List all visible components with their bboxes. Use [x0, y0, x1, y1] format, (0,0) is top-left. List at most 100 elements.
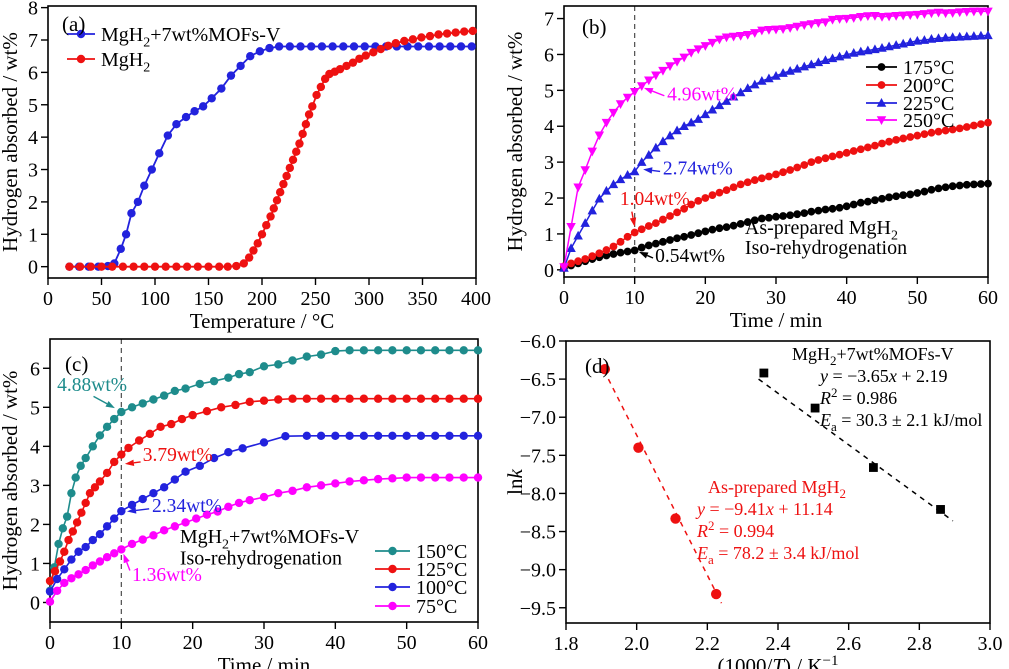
- x-tick-label: 2.0: [624, 633, 649, 655]
- tri-down-marker: [672, 57, 682, 67]
- tri-down-marker: [827, 15, 838, 25]
- tri-down-marker: [566, 222, 576, 232]
- circle-marker: [599, 364, 611, 375]
- circle-marker: [239, 259, 249, 268]
- circle-marker: [190, 107, 199, 116]
- tri-down-marker: [954, 8, 965, 18]
- circle-marker: [434, 30, 443, 39]
- circle-marker: [729, 183, 738, 192]
- circle-marker: [316, 481, 326, 490]
- annotation: 1.36wt%: [123, 553, 202, 586]
- tri-up-marker: [601, 185, 612, 195]
- circle-marker: [659, 237, 667, 246]
- tri-up-marker: [594, 193, 605, 203]
- tri-up-marker: [615, 174, 626, 184]
- tri-down-marker: [750, 29, 760, 38]
- circle-marker: [58, 524, 68, 533]
- circle-marker: [67, 555, 76, 564]
- circle-marker: [687, 200, 696, 209]
- circle-marker: [473, 473, 483, 482]
- panel-label: (a): [62, 12, 85, 36]
- circle-marker: [259, 438, 269, 447]
- series-1: [65, 26, 477, 271]
- circle-marker: [977, 180, 985, 188]
- circle-marker: [149, 531, 158, 540]
- y-axis-title: Hydrogen absorbed / wt%: [0, 371, 22, 591]
- annotation-text: Ea = 30.3 ± 2.1 kJ/mol: [819, 410, 982, 434]
- x-tick-label: 0: [43, 288, 53, 310]
- circle-marker: [431, 473, 440, 482]
- circle-marker: [473, 346, 483, 355]
- x-tick-label: 50: [397, 632, 417, 654]
- series-0: [599, 364, 722, 600]
- panel-d-chart: 1.8 2.0 2.2 2.4 2.6 2.8 3.0 −6.0 −6.5 −7.0 −7.5 −8.…: [505, 335, 1003, 669]
- x-axis-title: Time / min: [730, 308, 823, 332]
- circle-marker: [416, 473, 426, 482]
- circle-marker: [282, 171, 291, 181]
- y-tick-label: 6: [544, 44, 554, 66]
- circle-marker: [102, 522, 112, 531]
- circle-marker: [74, 570, 83, 579]
- circle-marker: [934, 127, 943, 136]
- circle-marker: [224, 373, 233, 382]
- circle-marker: [630, 228, 639, 237]
- tri-up-marker: [665, 130, 675, 140]
- fit-line: [607, 378, 723, 604]
- y-tick-label: −6.5: [520, 369, 556, 391]
- circle-marker: [835, 203, 844, 212]
- circle-marker: [473, 431, 483, 441]
- circle-marker: [984, 179, 992, 188]
- circle-marker: [969, 180, 978, 189]
- circle-marker: [856, 198, 865, 207]
- tri-up-marker: [636, 157, 647, 166]
- circle-marker: [331, 346, 340, 356]
- annotation-text: 1.36wt%: [132, 565, 202, 586]
- circle-marker: [977, 120, 985, 128]
- circle-marker: [680, 204, 689, 213]
- circle-marker: [417, 33, 426, 42]
- tri-down-marker: [771, 25, 781, 35]
- circle-marker: [969, 121, 978, 130]
- y-tick-label: 0: [544, 260, 554, 282]
- x-tick-label: 2.2: [695, 633, 720, 655]
- circle-marker: [722, 223, 731, 232]
- y-tick-label: −9.0: [520, 560, 556, 582]
- tri-down-marker: [947, 9, 958, 18]
- legend-label: 250°C: [903, 110, 954, 132]
- circle-marker: [60, 565, 69, 574]
- square-marker: [810, 403, 820, 413]
- tri-down-marker: [806, 20, 817, 29]
- tri-up-marker: [947, 32, 958, 41]
- x-tick-label: 2.8: [907, 633, 932, 655]
- circle-marker: [316, 350, 326, 359]
- circle-marker: [138, 535, 147, 544]
- circle-marker: [644, 222, 653, 230]
- circle-marker: [360, 42, 369, 51]
- circle-marker: [722, 186, 731, 195]
- circle-marker: [52, 586, 62, 595]
- circle-marker: [272, 196, 282, 205]
- tri-down-marker: [601, 118, 612, 128]
- circle-marker: [355, 54, 364, 63]
- tri-up-marker: [750, 79, 760, 89]
- annotation-text: R2 = 0.986: [819, 385, 897, 408]
- circle-marker: [400, 36, 409, 46]
- circle-marker: [920, 187, 929, 196]
- tri-up-marker: [757, 76, 767, 85]
- x-tick-label: 20: [183, 632, 203, 654]
- circle-marker: [616, 248, 625, 257]
- y-tick-label: 6: [28, 62, 38, 84]
- tri-down-marker: [940, 9, 951, 19]
- circle-marker: [181, 467, 190, 476]
- circle-marker: [828, 204, 837, 213]
- circle-marker: [302, 394, 311, 403]
- tri-up-marker: [976, 30, 986, 40]
- circle-marker: [81, 453, 90, 463]
- circle-marker: [117, 545, 126, 554]
- circle-marker: [145, 429, 155, 439]
- y-tick-label: 1: [30, 553, 40, 575]
- annotation-text: Iso-rehydrogenation: [745, 237, 907, 259]
- circle-marker: [729, 221, 738, 230]
- circle-marker: [416, 431, 426, 441]
- circle-marker: [177, 414, 187, 424]
